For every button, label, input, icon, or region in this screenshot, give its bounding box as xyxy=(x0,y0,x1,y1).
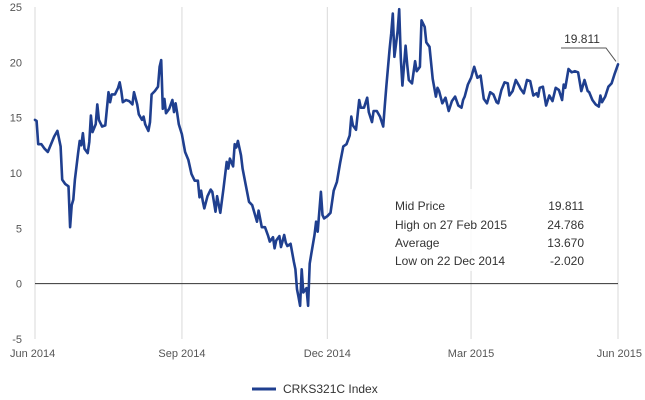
y-tick-label: 20 xyxy=(10,57,22,69)
stat-value: 24.786 xyxy=(547,218,584,232)
stat-label: Average xyxy=(395,236,440,250)
y-tick-label: 25 xyxy=(10,2,22,14)
y-tick-label: -5 xyxy=(12,334,22,346)
x-tick-label: Jun 2014 xyxy=(10,348,55,360)
x-tick-label: Jun 2015 xyxy=(597,348,642,360)
stat-value: 19.811 xyxy=(548,199,584,213)
stat-label: Low on 22 Dec 2014 xyxy=(395,254,505,268)
axes: Jun 2014 Sep 2014 Dec 2014 Mar 2015 Jun 2015… xyxy=(10,2,642,360)
callout-leader-line xyxy=(561,47,617,62)
stats-box-background xyxy=(389,189,585,271)
stats-box: Mid Price 19.811 High on 27 Feb 2015 24.… xyxy=(389,189,585,271)
last-value-label: 19.811 xyxy=(564,32,600,46)
y-tick-label: 0 xyxy=(16,279,22,291)
last-value-callout: 19.811 xyxy=(561,32,617,62)
y-tick-label: 15 xyxy=(10,113,22,125)
y-tick-label: 5 xyxy=(16,223,22,235)
stat-label: Mid Price xyxy=(395,199,445,213)
y-tick-label: 10 xyxy=(10,168,22,180)
stat-value: -2.020 xyxy=(550,254,584,268)
series-layer xyxy=(33,7,620,308)
x-tick-label: Mar 2015 xyxy=(448,348,494,360)
legend-label[interactable]: CRKS321C Index xyxy=(283,382,378,396)
series-line xyxy=(33,7,620,308)
grid xyxy=(34,7,619,339)
x-tick-label: Dec 2014 xyxy=(304,348,351,360)
legend: CRKS321C Index xyxy=(252,382,378,396)
stat-value: 13.670 xyxy=(547,236,584,250)
x-tick-label: Sep 2014 xyxy=(158,348,205,360)
stat-label: High on 27 Feb 2015 xyxy=(395,218,507,232)
